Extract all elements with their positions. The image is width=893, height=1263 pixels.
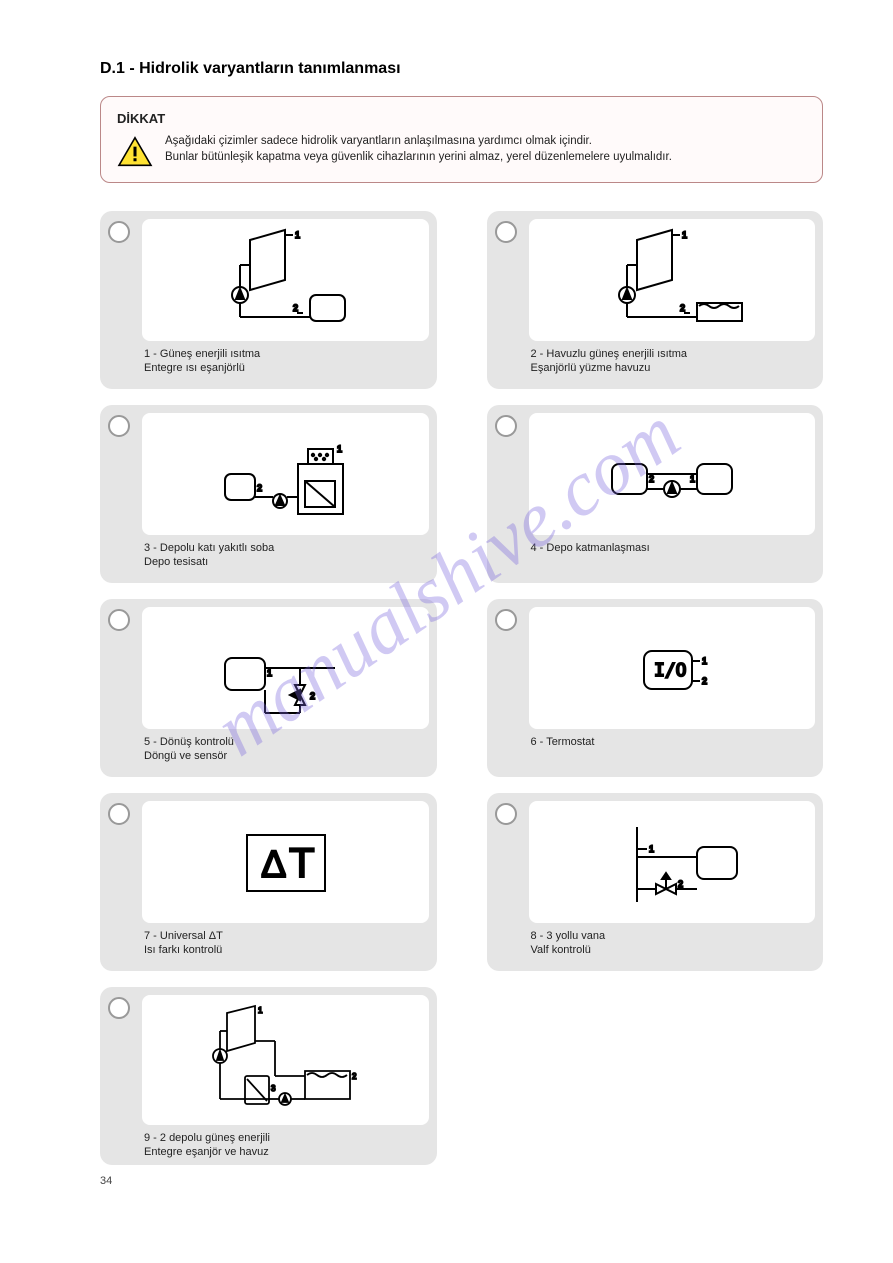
diagram-panel: 2 1 [142,413,429,535]
diagram-solar-tank: 1 2 [195,225,375,335]
diagram-panel: 2 1 [529,413,816,535]
svg-text:1: 1 [682,230,687,240]
diagram-panel: 1 2 [142,607,429,729]
svg-text:Δ: Δ [261,844,286,886]
card-sub: Entegre eşanjör ve havuz [144,1146,269,1158]
diagram-return-control: 1 2 [195,613,375,723]
diagram-panel: 1 3 2 [142,995,429,1125]
svg-text:2: 2 [293,303,298,313]
card-title: 3 - Depolu katı yakıtlı soba [144,542,274,554]
radio-icon[interactable] [495,415,517,437]
warning-icon [117,136,153,168]
radio-icon[interactable] [108,803,130,825]
svg-text:2: 2 [702,676,707,686]
card-title: 2 - Havuzlu güneş enerjili ısıtma [531,348,688,360]
variant-card-4: 2 1 4 - Depo katmanlaşması [487,405,824,583]
variant-card-1: 1 2 1 - Güneş enerjili ısıtma Entegre ıs… [100,211,437,389]
card-sub: Entegre ısı eşanjörlü [144,362,245,374]
variant-card-2: 1 2 2 - Havuzlu güneş enerjili ısıtma Eş… [487,211,824,389]
diagram-panel: Δ T [142,801,429,923]
diagram-panel: 1 2 [529,801,816,923]
diagram-stove-tank: 2 1 [195,419,375,529]
alert-title: DİKKAT [117,111,806,126]
svg-text:1: 1 [258,1006,263,1015]
svg-text:I/O: I/O [654,660,687,681]
radio-icon[interactable] [495,221,517,243]
svg-text:2: 2 [352,1072,357,1081]
svg-text:2: 2 [680,303,685,313]
radio-icon[interactable] [495,609,517,631]
svg-text:T: T [289,839,315,886]
svg-text:1: 1 [295,230,300,240]
radio-icon[interactable] [108,415,130,437]
radio-icon[interactable] [495,803,517,825]
diagram-panel: 1 2 [142,219,429,341]
radio-icon[interactable] [108,609,130,631]
alert-box: DİKKAT Aşağıdaki çizimler sadece hidroli… [100,96,823,183]
svg-text:1: 1 [702,656,707,666]
card-sub: Eşanjörlü yüzme havuzu [531,362,651,374]
alert-text: Aşağıdaki çizimler sadece hidrolik varya… [165,134,672,165]
variant-card-7: Δ T 7 - Universal ΔT Isı farkı kontrolü [100,793,437,971]
radio-icon[interactable] [108,221,130,243]
variant-card-9: 1 3 2 [100,987,437,1165]
diagram-delta-t: Δ T [195,807,375,917]
radio-icon[interactable] [108,997,130,1019]
diagram-panel: I/O 1 2 [529,607,816,729]
card-title: 5 - Dönüş kontrolü [144,736,234,748]
alert-line2: Bunlar bütünleşik kapatma veya güvenlik … [165,151,672,163]
variant-card-6: I/O 1 2 6 - Termostat [487,599,824,777]
diagram-panel: 1 2 [529,219,816,341]
svg-text:1: 1 [337,444,342,454]
variant-card-8: 1 2 8 - 3 yollu vana [487,793,824,971]
svg-text:2: 2 [649,474,654,484]
svg-text:2: 2 [310,691,315,701]
page-number: 34 [100,1175,112,1187]
svg-text:1: 1 [649,844,654,854]
section-heading: D.1 - Hidrolik varyantların tanımlanması [100,60,823,78]
card-title: 7 - Universal ΔT [144,930,223,942]
diagram-thermostat: I/O 1 2 [582,613,762,723]
variant-card-3: 2 1 [100,405,437,583]
card-sub: Döngü ve sensör [144,750,227,762]
variant-card-5: 1 2 5 - Dönüş kontrolü Döngü ve se [100,599,437,777]
svg-text:1: 1 [267,668,272,678]
card-title: 1 - Güneş enerjili ısıtma [144,348,260,360]
svg-text:1: 1 [690,474,695,484]
diagram-solar-pool: 1 2 [582,225,762,335]
alert-line1: Aşağıdaki çizimler sadece hidrolik varya… [165,135,592,147]
svg-text:3: 3 [271,1084,276,1093]
card-title: 8 - 3 yollu vana [531,930,606,942]
diagram-stratification: 2 1 [582,419,762,529]
svg-text:2: 2 [257,483,262,493]
diagram-solar-2tank-pool: 1 3 2 [185,1001,385,1119]
card-title: 9 - 2 depolu güneş enerjili [144,1132,270,1144]
svg-text:2: 2 [678,879,683,889]
card-title: 4 - Depo katmanlaşması [531,542,650,554]
variant-grid: 1 2 1 - Güneş enerjili ısıtma Entegre ıs… [100,211,823,1165]
card-sub: Isı farkı kontrolü [144,944,222,956]
card-sub: Valf kontrolü [531,944,591,956]
card-title: 6 - Termostat [531,736,595,748]
card-sub: Depo tesisatı [144,556,208,568]
diagram-3way-valve: 1 2 [582,807,762,917]
